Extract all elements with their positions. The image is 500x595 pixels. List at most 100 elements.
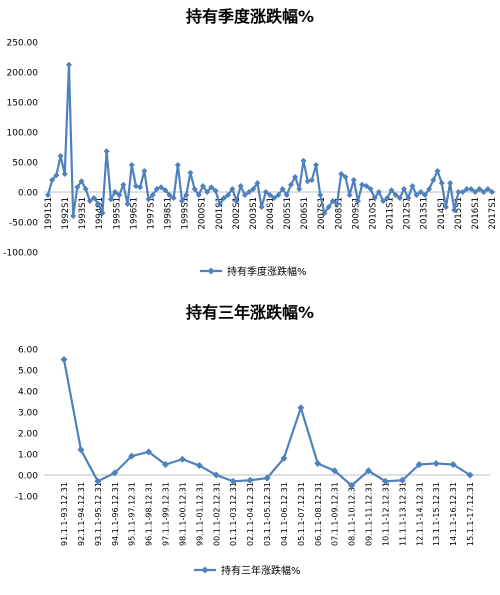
x-tick-labels: 91.1.1-93.12.31 92.1.1-94.12.31 93.1.1-95.… xyxy=(60,482,475,546)
x-tick-label: 2012S1 xyxy=(403,197,413,229)
x-tick-label: 14.1.1-16.12.31 xyxy=(449,482,458,546)
x-tick-label: 96.1.1-98.12.31 xyxy=(145,482,154,546)
y-tick-label: 4.00 xyxy=(18,388,38,398)
data-point xyxy=(237,183,244,189)
data-point xyxy=(246,476,254,484)
x-tick-label: 2013S1 xyxy=(420,197,430,229)
x-tick-label: 1995S1 xyxy=(112,197,122,229)
x-tick-label: 15.1.1-17.12.31 xyxy=(466,482,475,546)
y-axis: 250.00 200.00 150.00 100.00 50.00 0.00 -50.00 -… xyxy=(3,39,38,259)
data-point xyxy=(279,186,286,192)
x-tick-label: 2014S1 xyxy=(437,197,447,229)
data-point xyxy=(381,477,389,485)
x-tick-label: 05.1.1-07.12.31 xyxy=(297,482,306,546)
data-point xyxy=(489,189,495,195)
data-point xyxy=(262,189,269,195)
x-tick-label: 06.1.1-08.12.31 xyxy=(314,482,323,546)
data-point xyxy=(57,153,64,159)
x-tick-label: 1999S1 xyxy=(181,197,191,229)
data-point xyxy=(86,198,93,204)
data-point xyxy=(183,192,190,198)
data-point xyxy=(480,189,487,195)
data-point xyxy=(442,204,449,210)
data-point xyxy=(191,186,198,192)
data-point xyxy=(74,184,81,191)
data-point xyxy=(120,181,127,188)
data-point xyxy=(415,461,423,468)
data-point xyxy=(145,448,153,456)
data-point xyxy=(158,184,165,191)
y-tick-label: 5.00 xyxy=(18,367,38,377)
data-point xyxy=(317,192,324,198)
data-point xyxy=(170,195,177,201)
data-point xyxy=(178,455,186,463)
data-point xyxy=(229,477,237,485)
data-point xyxy=(280,454,288,462)
data-point xyxy=(434,168,441,174)
y-tick-label: -100.00 xyxy=(3,249,38,259)
x-tick-label: 2017S1 xyxy=(488,197,498,229)
data-point xyxy=(141,168,148,174)
y-tick-label: -50.00 xyxy=(9,219,38,229)
data-point xyxy=(94,477,102,485)
data-point xyxy=(398,476,406,484)
series-layer xyxy=(45,61,495,219)
x-tick-label: 1998S1 xyxy=(164,197,174,229)
x-tick-label: 09.1.1-11.12.31 xyxy=(365,482,374,546)
data-point xyxy=(468,186,475,192)
data-point xyxy=(195,192,202,198)
data-point xyxy=(396,195,403,201)
y-tick-label: 50.00 xyxy=(12,159,38,169)
y-tick-label: 0.00 xyxy=(18,189,38,199)
data-point xyxy=(401,186,408,192)
data-point xyxy=(380,198,387,204)
data-point xyxy=(195,462,203,470)
y-tick-label: 150.00 xyxy=(7,99,39,109)
data-point xyxy=(346,192,353,198)
data-point xyxy=(45,192,51,198)
chart-title: 持有季度涨跌幅% xyxy=(186,7,314,26)
data-point xyxy=(375,189,382,195)
y-tick-label: 100.00 xyxy=(7,129,39,139)
x-tick-label: 2001S1 xyxy=(215,197,225,229)
data-point xyxy=(331,467,339,475)
data-point xyxy=(392,192,399,198)
data-point xyxy=(204,189,211,195)
data-point xyxy=(49,177,56,183)
y-tick-label: 6.00 xyxy=(18,346,38,356)
data-point xyxy=(388,187,395,194)
x-tick-label: 1993S1 xyxy=(78,197,88,229)
data-point xyxy=(421,192,428,198)
x-tick-label: 97.1.1-99.12.31 xyxy=(162,482,171,546)
x-tick-label: 95.1.1-97.12.31 xyxy=(128,482,137,546)
x-tick-label: 92.1.1-94.12.31 xyxy=(77,482,86,546)
series-layer xyxy=(60,356,474,489)
x-tick-label: 1992S1 xyxy=(61,197,71,229)
data-point xyxy=(166,192,173,198)
data-point xyxy=(254,180,261,186)
x-tick-label: 12.1.1-14.12.31 xyxy=(415,482,424,546)
data-point xyxy=(354,198,361,204)
legend-swatch-marker xyxy=(201,566,209,574)
x-tick-label: 2010S1 xyxy=(368,197,378,229)
legend: 持有季度涨跌幅% xyxy=(200,265,307,278)
y-tick-label: -1.00 xyxy=(15,493,39,503)
data-point xyxy=(95,201,102,207)
x-tick-label: 03.1.1-05.12.31 xyxy=(263,482,272,546)
data-point xyxy=(220,195,227,201)
y-tick-label: 0.00 xyxy=(18,472,38,482)
data-point xyxy=(275,192,282,198)
x-tick-label: 2005S1 xyxy=(283,197,293,229)
x-tick-label: 1997S1 xyxy=(146,197,156,229)
data-point xyxy=(78,178,85,185)
x-tick-label: 11.1.1-13.12.31 xyxy=(398,482,407,546)
x-tick-label: 2011S1 xyxy=(386,197,396,229)
data-point xyxy=(162,461,169,468)
data-point xyxy=(417,189,424,195)
x-tick-label: 00.1.1-02.12.31 xyxy=(212,482,221,546)
x-tick-label: 2000S1 xyxy=(198,197,208,229)
series-line xyxy=(62,359,471,487)
x-tick-label: 98.1.1-00.12.31 xyxy=(178,482,187,546)
data-point xyxy=(296,186,303,192)
